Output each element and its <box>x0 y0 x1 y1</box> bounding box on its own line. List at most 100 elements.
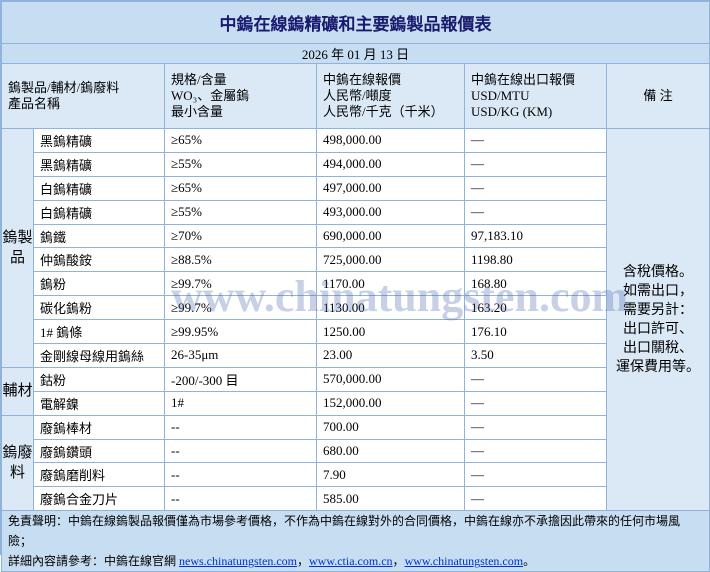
cell: 白鎢精礦 <box>33 199 165 225</box>
header-cell: 中鎢在線報價 人民幣/噸度 人民幣/千克（千米） <box>316 63 465 129</box>
note-line: 出口許可、 <box>623 321 693 337</box>
separator: 。 <box>523 554 536 569</box>
cell: -- <box>164 414 317 440</box>
header-line: USD/MTU <box>471 88 530 103</box>
cell: — <box>464 414 607 440</box>
cell: 498,000.00 <box>316 128 465 153</box>
cell: ≥99.95% <box>164 319 317 345</box>
cell: — <box>464 390 607 416</box>
date: 2026 年 01 月 13 日 <box>1 43 710 64</box>
header-line: 規格/含量 <box>171 72 227 87</box>
cell: -200/-300 目 <box>164 366 317 392</box>
disclaimer: 免責聲明：中鎢在線鎢製品報價僅為市場參考價格，不作為中鎢在線對外的合同價格，中鎢… <box>8 514 681 549</box>
separator: ， <box>392 554 405 569</box>
cell: 金剛線母線用鎢絲 <box>33 343 165 368</box>
cell: — <box>464 199 607 225</box>
cell: 725,000.00 <box>316 247 465 273</box>
note-line: 需要另計： <box>623 302 693 318</box>
cell: ≥55% <box>164 199 317 225</box>
header-line: 中鎢在線報價 <box>323 72 402 87</box>
note-line: 含稅價格。 <box>623 264 693 280</box>
cell: — <box>464 128 607 153</box>
group-label: 鎢廢料 <box>1 414 34 512</box>
cell: 黑鎢精礦 <box>33 151 165 177</box>
cell: 700.00 <box>316 414 465 440</box>
cell: 493,000.00 <box>316 199 465 225</box>
header-line: 鎢製品/輔材/鎢廢料 <box>8 80 120 95</box>
cell: ≥70% <box>164 223 317 249</box>
header-line: USD/KG (KM) <box>471 104 553 119</box>
cell: 168.80 <box>464 271 607 297</box>
cell: 97,183.10 <box>464 223 607 249</box>
cell: 仲鎢酸銨 <box>33 247 165 273</box>
link[interactable]: www.ctia.com.cn <box>309 554 393 569</box>
cell: 152,000.00 <box>316 390 465 416</box>
cell: — <box>464 151 607 177</box>
header-cell: 中鎢在線出口報價 USD/MTU USD/KG (KM) <box>464 63 607 129</box>
cell: 黑鎢精礦 <box>33 128 165 153</box>
note-line: 出口關稅、 <box>623 340 693 356</box>
cell: 585.00 <box>316 486 465 512</box>
cell: 26-35μm <box>164 343 317 368</box>
cell: 鎢粉 <box>33 271 165 297</box>
cell: — <box>464 175 607 201</box>
cell: 176.10 <box>464 319 607 345</box>
cell: 7.90 <box>316 462 465 488</box>
cell: 680.00 <box>316 438 465 464</box>
footer: 免責聲明：中鎢在線鎢製品報價僅為市場參考價格，不作為中鎢在線對外的合同價格，中鎢… <box>1 510 710 572</box>
cell: ≥65% <box>164 128 317 153</box>
cell: ≥55% <box>164 151 317 177</box>
cell: 廢鎢鑽頭 <box>33 438 165 464</box>
header-cell: 規格/含量 WO₃、金屬鎢 最小含量 <box>164 63 317 129</box>
header-line: 人民幣/千克（千米） <box>323 104 444 119</box>
link[interactable]: news.chinatungsten.com <box>179 554 297 569</box>
header-line: 產品名稱 <box>8 96 61 111</box>
cell: 電解鎳 <box>33 390 165 416</box>
note: 含稅價格。如需出口， 需要另計： 出口許可、出口關稅、運保費用等。 <box>606 127 710 512</box>
title: 中鎢在線鎢精礦和主要鎢製品報價表 <box>1 1 710 44</box>
header-line: WO₃、金屬鎢 <box>171 88 250 103</box>
cell: 1# 鎢條 <box>33 319 165 345</box>
cell: 1198.80 <box>464 247 607 273</box>
group-label: 鎢製品 <box>1 128 34 368</box>
cell: 163.20 <box>464 295 607 321</box>
cell: — <box>464 486 607 512</box>
cell: 1# <box>164 390 317 416</box>
cell: — <box>464 366 607 392</box>
reference-label: 詳細內容請參考：中鎢在線官網 <box>8 554 180 569</box>
cell: -- <box>164 462 317 488</box>
cell: 碳化鎢粉 <box>33 295 165 321</box>
note-line: 運保費用等。 <box>616 359 700 375</box>
header-cell: 備 注 <box>606 63 710 129</box>
header-line: 最小含量 <box>171 104 224 119</box>
cell: 廢鎢磨削料 <box>33 462 165 488</box>
header-line: 人民幣/噸度 <box>323 88 392 103</box>
cell: 廢鎢合金刀片 <box>33 486 165 512</box>
cell: 白鎢精礦 <box>33 175 165 201</box>
header-line: 備 注 <box>643 88 673 103</box>
cell: 3.50 <box>464 343 607 368</box>
note-line: 如需出口， <box>623 283 693 299</box>
cell: — <box>464 462 607 488</box>
header-cell: 鎢製品/輔材/鎢廢料 產品名稱 <box>1 63 165 129</box>
cell: 鎢鐵 <box>33 223 165 249</box>
header-line: 中鎢在線出口報價 <box>471 72 576 87</box>
cell: — <box>464 438 607 464</box>
cell: 494,000.00 <box>316 151 465 177</box>
cell: 1130.00 <box>316 295 465 321</box>
cell: -- <box>164 438 317 464</box>
cell: -- <box>164 486 317 512</box>
group-label: 輔材 <box>1 366 34 416</box>
cell: 廢鎢棒材 <box>33 414 165 440</box>
link[interactable]: www.chinatungsten.com <box>404 554 524 569</box>
reference: 詳細內容請參考：中鎢在線官網 news.chinatungsten.com，ww… <box>8 551 703 571</box>
cell: 1250.00 <box>316 319 465 345</box>
cell: ≥65% <box>164 175 317 201</box>
separator: ， <box>297 554 310 569</box>
cell: 1170.00 <box>316 271 465 297</box>
cell: ≥99.7% <box>164 295 317 321</box>
cell: 690,000.00 <box>316 223 465 249</box>
cell: ≥88.5% <box>164 247 317 273</box>
